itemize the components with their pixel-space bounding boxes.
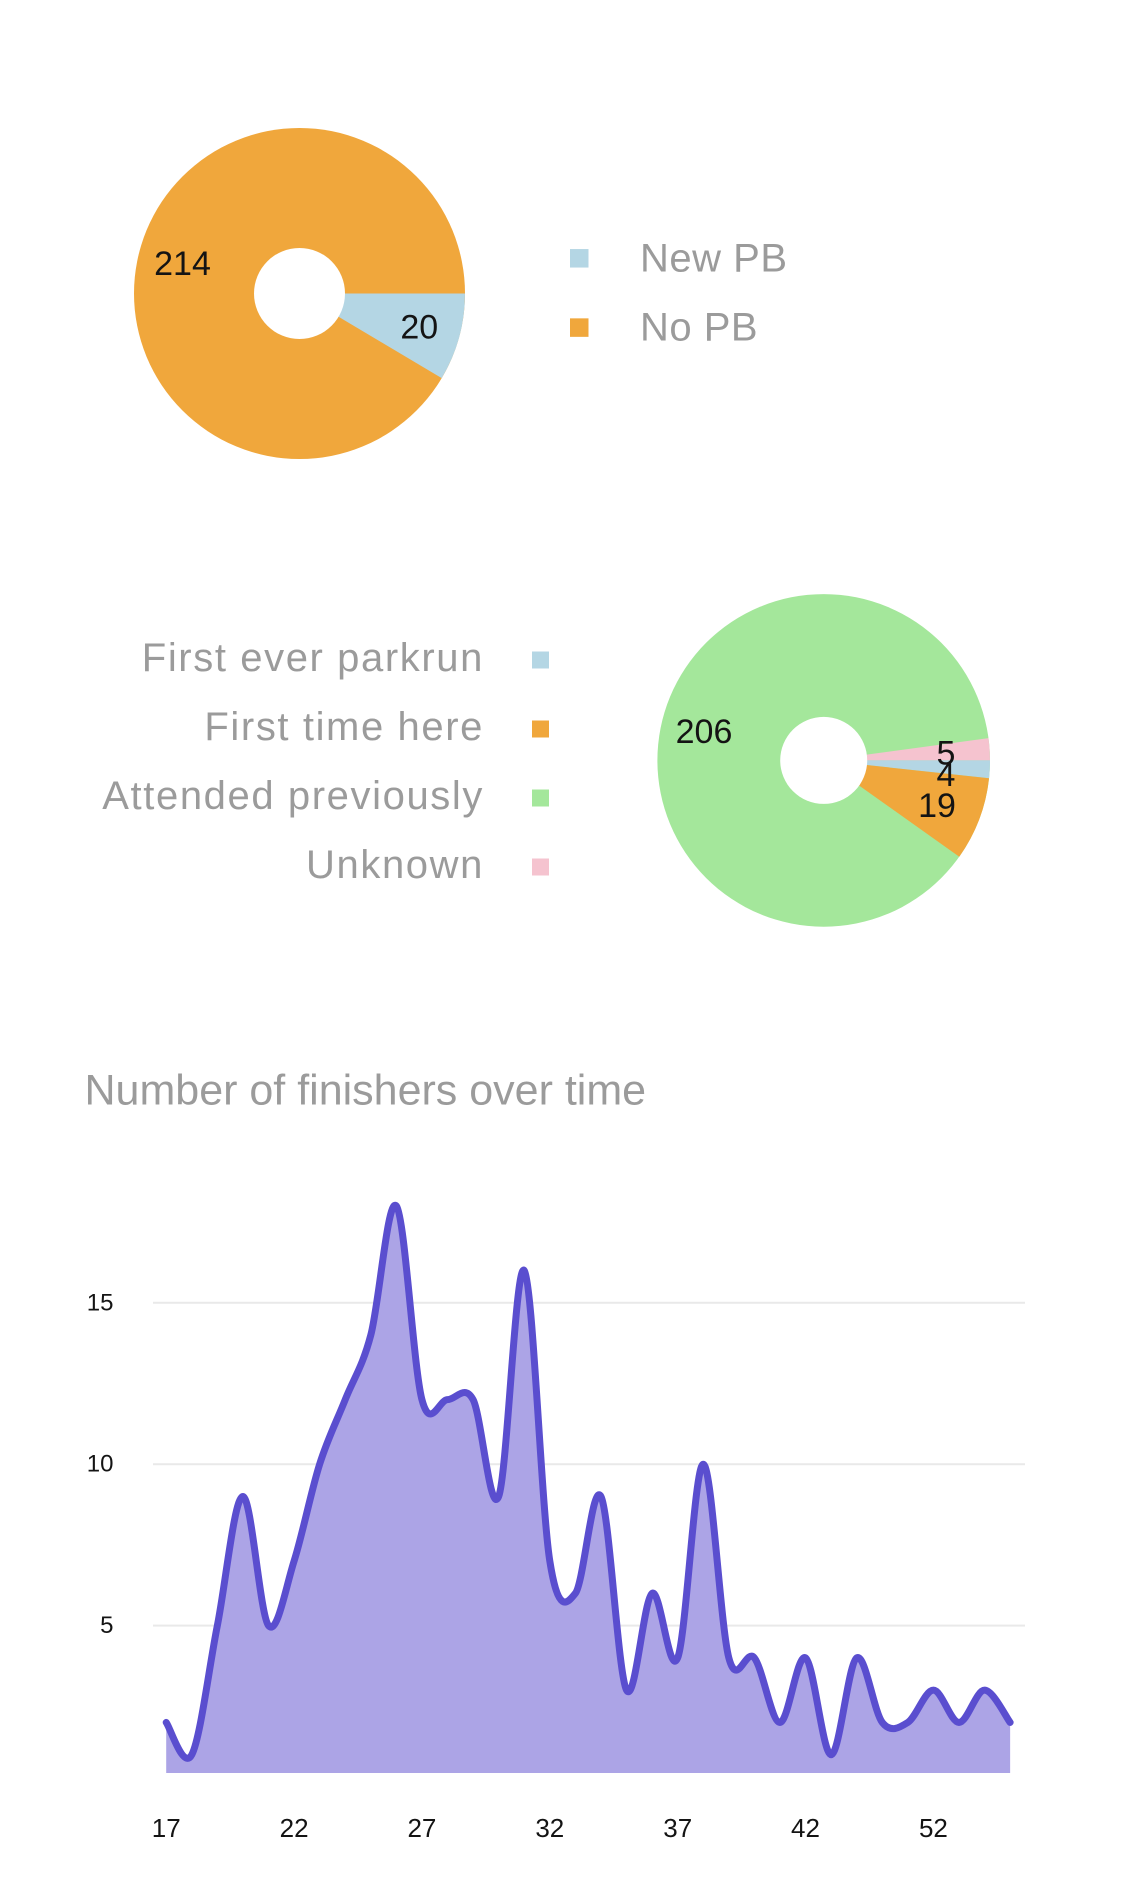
svg-text:22: 22 [280, 1813, 309, 1843]
svg-text:37: 37 [663, 1813, 692, 1843]
svg-text:First time here: First time here [204, 705, 484, 749]
svg-text:20: 20 [400, 309, 438, 347]
svg-text:27: 27 [407, 1813, 436, 1843]
svg-text:First ever parkrun: First ever parkrun [142, 636, 484, 680]
svg-text:206: 206 [676, 713, 733, 751]
svg-text:52: 52 [919, 1813, 948, 1843]
svg-text:5: 5 [100, 1612, 113, 1639]
svg-text:4: 4 [937, 756, 956, 794]
svg-text:17: 17 [152, 1813, 181, 1843]
svg-text:Attended previously: Attended previously [102, 774, 484, 818]
svg-text:5: 5 [937, 735, 956, 773]
svg-text:15: 15 [87, 1289, 114, 1316]
svg-text:19: 19 [918, 787, 956, 825]
svg-text:New PB: New PB [640, 236, 788, 280]
svg-text:42: 42 [791, 1813, 820, 1843]
svg-text:214: 214 [154, 245, 211, 283]
svg-text:10: 10 [87, 1451, 114, 1478]
svg-text:32: 32 [535, 1813, 564, 1843]
svg-text:Number of finishers over time: Number of finishers over time [85, 1067, 647, 1115]
svg-text:Unknown: Unknown [306, 843, 484, 887]
svg-text:No PB: No PB [640, 306, 758, 350]
